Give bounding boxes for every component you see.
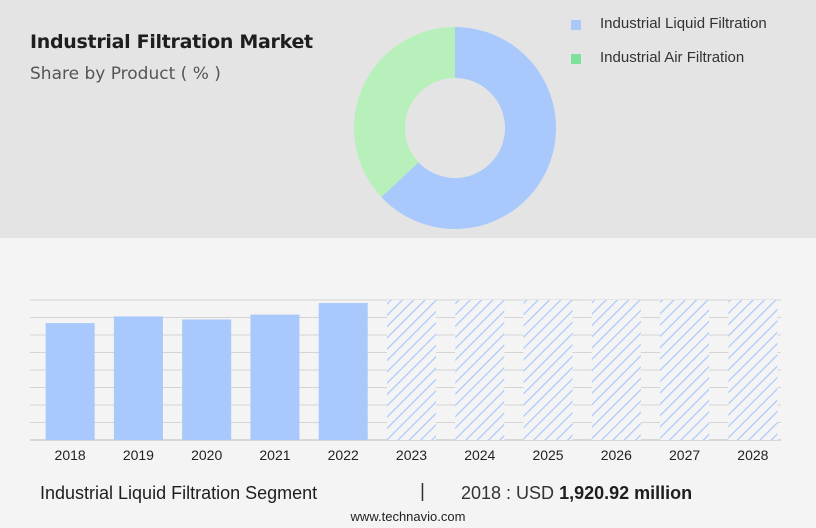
legend-label-liquid: Industrial Liquid Filtration: [600, 15, 767, 32]
bar-chart: 2018 2019 2020 2021 2022 2023 2024 2025 2026 2027…: [30, 299, 781, 463]
legend: Industrial Liquid Filtration Industrial …: [571, 16, 791, 84]
tick-label-2024: 2024: [464, 447, 495, 463]
legend-item-liquid: Industrial Liquid Filtration: [571, 16, 791, 32]
bar-2019: [113, 316, 163, 440]
tick-label-2018: 2018: [55, 447, 86, 463]
footer-value-number: 1,920.92 million: [559, 483, 693, 503]
bar-2021: [250, 314, 300, 440]
bar-2022: [318, 303, 368, 440]
tick-label-2028: 2028: [737, 447, 768, 463]
footer-segment: Industrial Liquid Filtration Segment: [40, 483, 318, 503]
forecast-bar-2028: [728, 300, 778, 440]
legend-swatch-liquid: [571, 20, 581, 30]
forecast-bar-2027: [660, 300, 710, 440]
tick-label-2020: 2020: [191, 447, 222, 463]
forecast-bar-2023: [387, 300, 436, 440]
legend-item-air: Industrial Air Filtration: [571, 50, 791, 66]
tick-label-2025: 2025: [532, 447, 563, 463]
bar-2020: [182, 319, 232, 440]
donut-slice-air: [354, 27, 455, 198]
chart-subtitle: Share by Product ( % ): [30, 64, 221, 84]
tick-label-2023: 2023: [396, 447, 427, 463]
forecast-bar-2026: [591, 300, 641, 440]
tick-label-2022: 2022: [328, 447, 359, 463]
tick-label-2026: 2026: [601, 447, 632, 463]
donut-chart: [354, 27, 556, 229]
footer-value-prefix: 2018 : USD: [461, 483, 555, 503]
tick-label-2021: 2021: [259, 447, 290, 463]
donut-slice-liquid: [381, 27, 556, 229]
chart-title: Industrial Filtration Market: [30, 31, 313, 53]
bar-2018: [45, 323, 95, 440]
legend-swatch-air: [571, 54, 581, 64]
forecast-bar-2024: [455, 300, 505, 440]
footer-value: 2018 : USD 1,920.92 million: [461, 483, 692, 504]
forecast-bar-2025: [523, 300, 573, 440]
tick-label-2027: 2027: [669, 447, 700, 463]
source-link[interactable]: www.technavio.com: [350, 509, 466, 524]
tick-label-2019: 2019: [123, 447, 154, 463]
footer-separator: |: [420, 481, 425, 502]
legend-label-air: Industrial Air Filtration: [600, 49, 745, 66]
